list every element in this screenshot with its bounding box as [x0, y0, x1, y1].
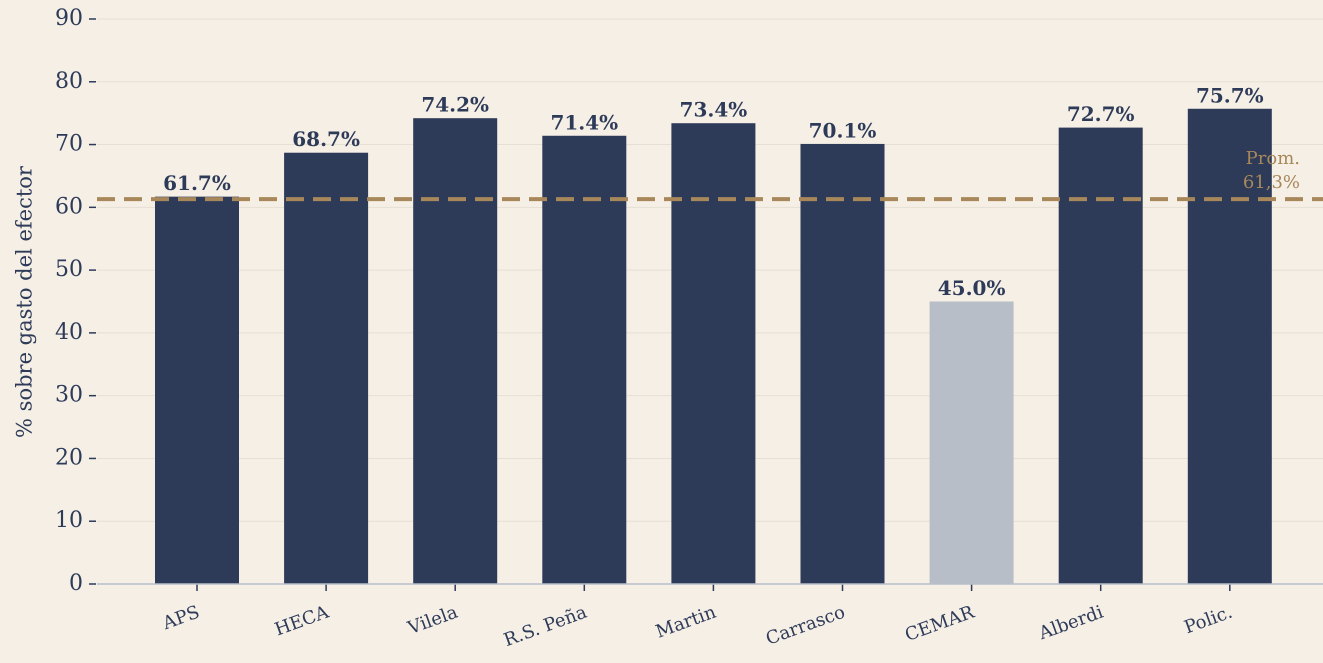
bar: [1187, 108, 1272, 585]
y-tick-label: 10: [55, 508, 83, 533]
y-tick-label: 0: [69, 571, 83, 596]
reference-label: 61,3%: [1243, 172, 1300, 193]
bar: [929, 301, 1014, 584]
x-tick-label: APS: [159, 602, 202, 635]
y-tick-label: 60: [55, 194, 83, 219]
x-tick-label: Martin: [653, 602, 719, 643]
value-label: 73.4%: [680, 98, 748, 122]
y-tick-label: 80: [55, 69, 83, 94]
x-tick-label: Vilela: [404, 602, 461, 640]
bar: [671, 123, 756, 584]
bar: [542, 135, 627, 584]
x-tick-label: HECA: [272, 601, 332, 640]
x-tick-label: Carrasco: [763, 602, 848, 650]
x-tick-label: R.S. Peña: [501, 602, 590, 651]
reference-label: Prom.: [1246, 148, 1300, 169]
value-label: 71.4%: [550, 110, 618, 134]
y-tick-label: 90: [55, 6, 83, 31]
y-tick-label: 20: [55, 445, 83, 470]
x-tick-label: Polic.: [1181, 602, 1235, 639]
value-label: 45.0%: [938, 276, 1006, 300]
value-label: 72.7%: [1067, 102, 1135, 126]
x-tick-label: CEMAR: [902, 602, 977, 646]
value-label: 68.7%: [292, 127, 360, 151]
bar: [1058, 127, 1143, 584]
bar: [413, 118, 498, 584]
y-tick-label: 70: [55, 132, 83, 157]
y-axis-label: % sobre gasto del efector: [13, 165, 37, 438]
value-label: 61.7%: [163, 171, 231, 195]
y-tick-label: 50: [55, 257, 83, 282]
y-tick-label: 30: [55, 383, 83, 408]
y-tick-label: 40: [55, 320, 83, 345]
value-label: 75.7%: [1196, 83, 1264, 107]
value-label: 74.2%: [421, 93, 489, 117]
bar: [284, 152, 369, 584]
bar: [800, 143, 885, 584]
bar: [155, 196, 239, 584]
value-label: 70.1%: [809, 118, 877, 142]
x-tick-label: Alberdi: [1035, 602, 1106, 645]
